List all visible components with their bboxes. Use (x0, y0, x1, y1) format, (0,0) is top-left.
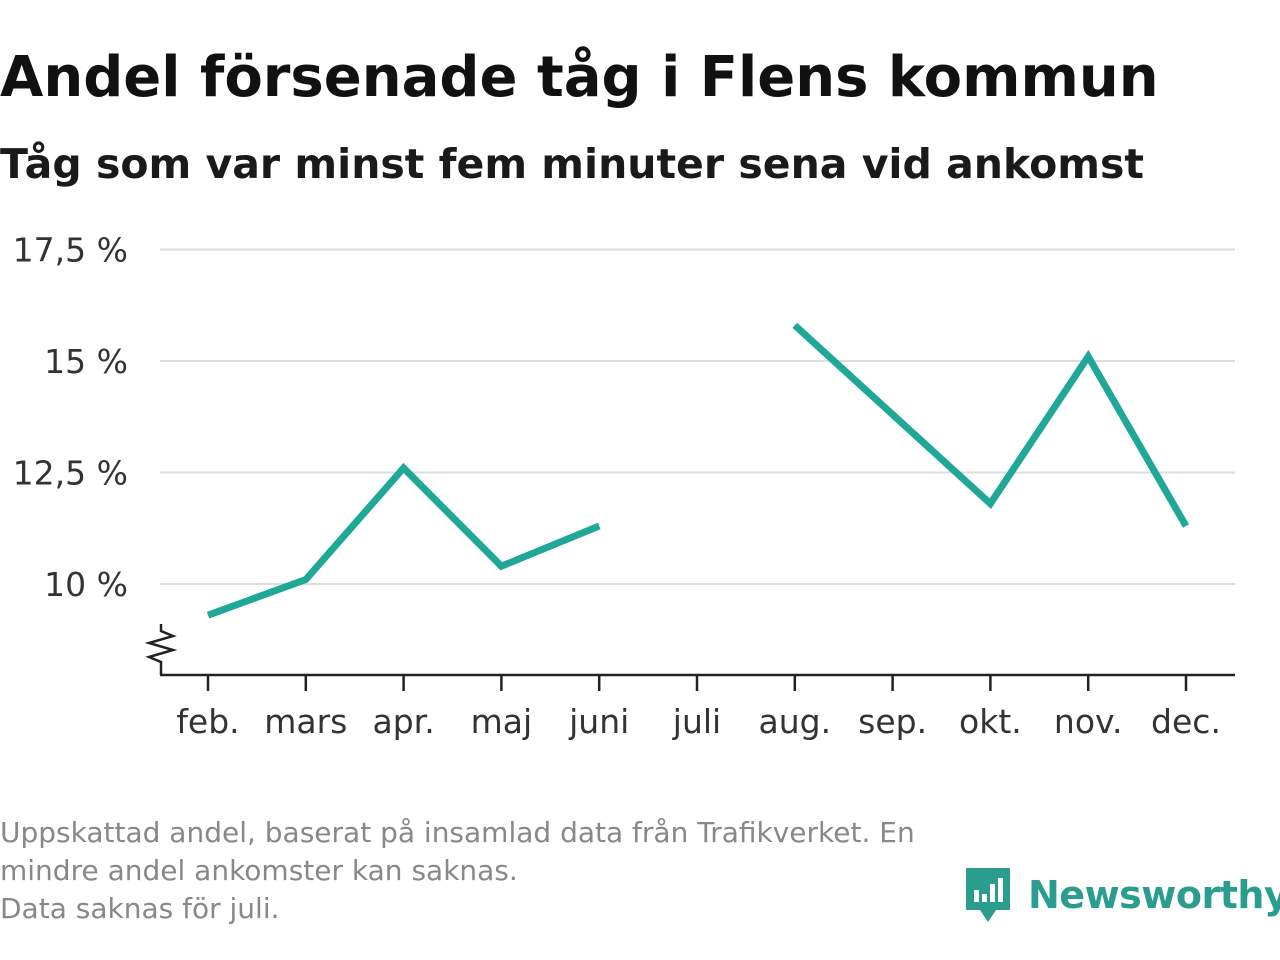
footnote: Uppskattad andel, baserat på insamlad da… (0, 814, 950, 928)
brand-name: Newsworthy (1028, 873, 1280, 917)
x-tick-label: sep. (858, 702, 927, 741)
chart-title: Andel försenade tåg i Flens kommun (0, 45, 1159, 110)
x-tick-label: juli (672, 702, 721, 741)
y-axis-tick-labels: 10 % 12,5 % 15 % 17,5 % (13, 231, 128, 605)
x-tick-label: apr. (372, 702, 434, 741)
x-tick-label: aug. (759, 702, 832, 741)
chart-subtitle: Tåg som var minst fem minuter sena vid a… (0, 140, 1145, 188)
series-lines (206, 322, 1190, 619)
x-tick-label: feb. (176, 702, 239, 741)
x-tick-label: mars (264, 702, 347, 741)
gridlines (160, 248, 1235, 585)
x-tick-label: juni (568, 702, 629, 741)
x-tick-label: okt. (959, 702, 1022, 741)
x-axis (144, 624, 1235, 691)
y-tick-label: 10 % (44, 565, 128, 604)
y-tick-label: 15 % (44, 342, 128, 381)
y-tick-label: 12,5 % (13, 454, 128, 493)
series-line (206, 462, 601, 619)
brand: Newsworthy (962, 864, 1280, 926)
x-axis-tick-labels: feb. mars apr. maj juni juli aug. sep. okt. nov. d… (176, 702, 1221, 741)
x-tick-label: nov. (1054, 702, 1123, 741)
x-tick-label: maj (471, 702, 533, 741)
footnote-source: Uppskattad andel, baserat på insamlad da… (0, 816, 915, 887)
newsworthy-logo-icon (966, 868, 1010, 922)
y-tick-label: 17,5 % (13, 231, 128, 270)
footnote-missing-data: Data saknas för juli. (0, 892, 280, 925)
series-line (792, 322, 1190, 528)
x-tick-label: dec. (1151, 702, 1221, 741)
axis-break-icon (144, 624, 178, 675)
